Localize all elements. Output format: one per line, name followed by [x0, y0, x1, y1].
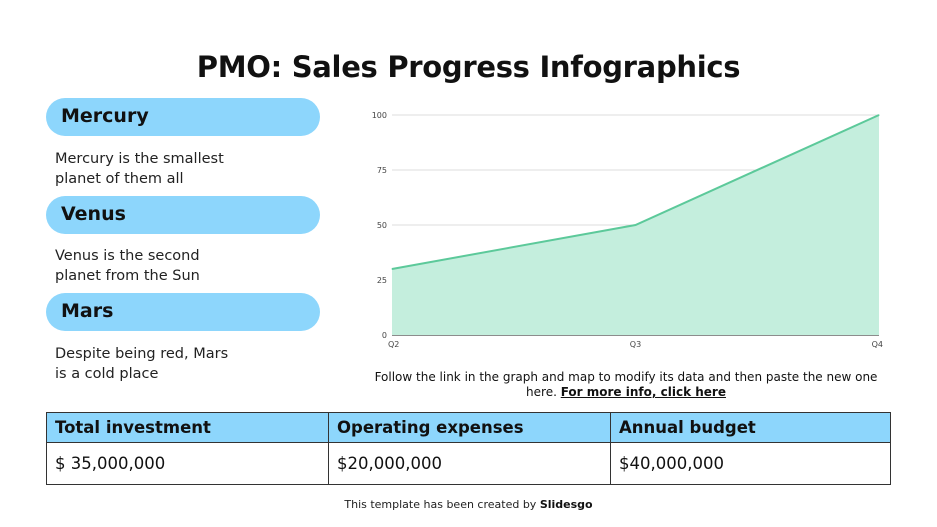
y-tick-label: 75: [377, 166, 387, 175]
header-operating-expenses: Operating expenses: [328, 412, 611, 443]
mercury-title: Mercury: [61, 105, 149, 127]
venus-desc: Venus is the second planet from the Sun: [55, 248, 200, 284]
data-point: [635, 224, 636, 226]
y-tick-label: 0: [382, 331, 387, 340]
mercury-label: Mercury: [46, 98, 320, 136]
more-info-link[interactable]: For more info, click here: [560, 385, 726, 399]
table-row: $ 35,000,000 $20,000,000 $40,000,000: [46, 442, 891, 485]
footer: This template has been created by Slides…: [344, 498, 593, 511]
y-tick-label: 100: [372, 111, 387, 120]
mars-label: Mars: [46, 293, 320, 331]
mars-desc: Despite being red, Mars is a cold place: [55, 346, 229, 382]
chart-caption: Follow the link in the graph and map to …: [374, 370, 878, 399]
y-tick-label: 50: [377, 221, 387, 230]
data-point: [878, 114, 880, 116]
y-tick-label: 25: [377, 276, 387, 285]
data-point: [391, 268, 393, 270]
brand: Slidesgo: [539, 498, 593, 511]
header-annual-budget: Annual budget: [610, 412, 891, 443]
value-operating-expenses: $20,000,000: [328, 442, 611, 485]
budget-table: Total investment Operating expenses Annu…: [46, 412, 891, 485]
mars-title: Mars: [61, 300, 114, 322]
x-tick-label: Q3: [630, 340, 641, 349]
value-annual-budget: $40,000,000: [610, 442, 891, 485]
value-total-investment: $ 35,000,000: [46, 442, 329, 485]
venus-title: Venus: [61, 203, 126, 225]
header-total-investment: Total investment: [46, 412, 329, 443]
table-header-row: Total investment Operating expenses Annu…: [46, 412, 891, 443]
x-tick-label: Q2: [388, 340, 399, 349]
page-title: PMO: Sales Progress Infographics: [196, 50, 741, 84]
venus-label: Venus: [46, 196, 320, 234]
area-chart[interactable]: 0 25 50 75 100 Q2 Q3 Q4: [360, 100, 900, 360]
mercury-desc: Mercury is the smallest planet of them al…: [55, 151, 224, 187]
x-tick-label: Q4: [872, 340, 883, 349]
